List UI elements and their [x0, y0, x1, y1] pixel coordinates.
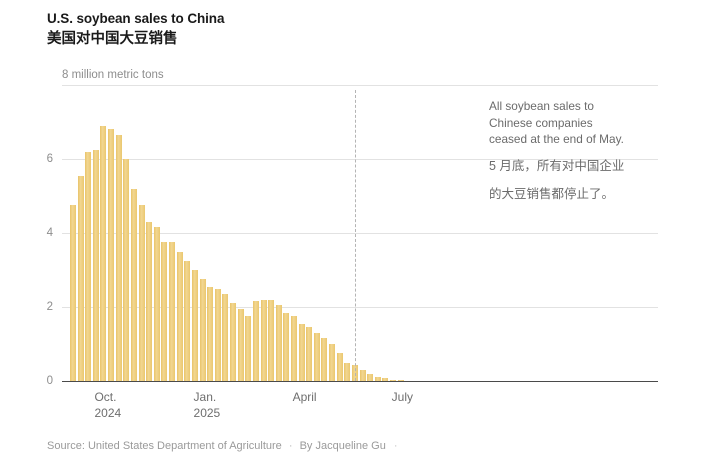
- bar[interactable]: [222, 294, 229, 381]
- bar[interactable]: [161, 242, 168, 381]
- bar[interactable]: [382, 378, 389, 381]
- x-tick-primary: April: [292, 390, 317, 404]
- bar[interactable]: [100, 125, 107, 381]
- x-axis-tick-jan: Jan. 2025: [194, 389, 221, 422]
- bar[interactable]: [260, 299, 267, 381]
- bar[interactable]: [290, 316, 297, 381]
- bar[interactable]: [237, 308, 244, 381]
- x-tick-primary: Jan.: [193, 390, 217, 404]
- bar[interactable]: [298, 323, 305, 381]
- gridline-6: [62, 159, 658, 160]
- annotation-zh-line-1: 5 月底，所有对中国企业: [489, 158, 625, 173]
- y-axis-tick-4: 4: [46, 227, 53, 239]
- y-axis-tick-6: 6: [46, 153, 53, 165]
- footer-tail: ·: [393, 440, 398, 452]
- bar[interactable]: [275, 305, 282, 381]
- annotation-zh-line-2: 的大豆销售都停止了。: [489, 186, 615, 201]
- bar[interactable]: [191, 270, 198, 381]
- x-axis-baseline: [62, 380, 658, 382]
- footer-separator: ·: [288, 440, 293, 452]
- bar[interactable]: [344, 362, 351, 381]
- bar[interactable]: [146, 221, 153, 381]
- bar[interactable]: [245, 316, 252, 381]
- bar[interactable]: [115, 134, 122, 381]
- bar[interactable]: [138, 205, 145, 381]
- bar[interactable]: [153, 227, 160, 381]
- bar-series: [70, 85, 658, 381]
- plot-area: 0 2 4 6 8 million metric tons: [47, 69, 658, 387]
- bar[interactable]: [329, 344, 336, 381]
- bar[interactable]: [169, 242, 176, 381]
- source-text: Source: United States Department of Agri…: [47, 440, 282, 452]
- bar[interactable]: [283, 312, 290, 381]
- annotation-dashed-line: [354, 90, 356, 381]
- chart-footer: Source: United States Department of Agri…: [47, 440, 398, 452]
- x-tick-primary: July: [391, 390, 413, 404]
- bar[interactable]: [390, 379, 397, 381]
- annotation-en-line-2: Chinese companies: [489, 115, 593, 130]
- annotation-en-line-1: All soybean sales to: [489, 99, 594, 113]
- bar[interactable]: [176, 251, 183, 381]
- annotation-callout: All soybean sales to Chinese companies c…: [489, 98, 657, 204]
- bar[interactable]: [230, 303, 237, 381]
- byline-text: By Jacqueline Gu: [299, 440, 386, 452]
- bar[interactable]: [252, 301, 259, 381]
- bar[interactable]: [374, 376, 381, 381]
- bar[interactable]: [367, 373, 374, 381]
- y-axis-tick-0: 0: [46, 375, 53, 387]
- gridline-4: [62, 233, 658, 234]
- gridline-8: [62, 85, 658, 86]
- bar[interactable]: [207, 286, 214, 381]
- y-axis-tick-2: 2: [46, 301, 53, 313]
- x-tick-secondary: 2025: [193, 406, 221, 420]
- x-tick-primary: Oct.: [94, 390, 117, 404]
- x-tick-secondary: 2024: [94, 406, 122, 420]
- bar[interactable]: [397, 380, 404, 381]
- x-axis-tick-april: April: [293, 389, 317, 405]
- annotation-en-line-3: ceased at the end of May.: [489, 132, 624, 146]
- bar[interactable]: [306, 327, 313, 381]
- bar[interactable]: [268, 299, 275, 381]
- bar[interactable]: [199, 279, 206, 381]
- bar[interactable]: [214, 288, 221, 381]
- bar[interactable]: [108, 129, 115, 381]
- page-title: U.S. soybean sales to China: [47, 11, 225, 26]
- bar[interactable]: [313, 332, 320, 381]
- y-axis-unit-label: 8 million metric tons: [62, 69, 164, 81]
- bar[interactable]: [130, 188, 137, 381]
- chart-header: U.S. soybean sales to China 美国对中国大豆销售: [47, 11, 667, 48]
- gridline-2: [62, 307, 658, 308]
- page-title-translated: 美国对中国大豆销售: [47, 31, 178, 47]
- bar[interactable]: [77, 175, 84, 381]
- bar[interactable]: [70, 205, 76, 381]
- bar[interactable]: [321, 338, 328, 381]
- bar[interactable]: [92, 149, 99, 381]
- bar[interactable]: [336, 353, 343, 381]
- x-axis-tick-july: July: [392, 389, 413, 405]
- bar[interactable]: [85, 151, 92, 381]
- bar[interactable]: [184, 260, 191, 381]
- x-axis-tick-oct: Oct. 2024: [94, 389, 121, 422]
- bar[interactable]: [123, 159, 130, 381]
- bar[interactable]: [359, 369, 366, 381]
